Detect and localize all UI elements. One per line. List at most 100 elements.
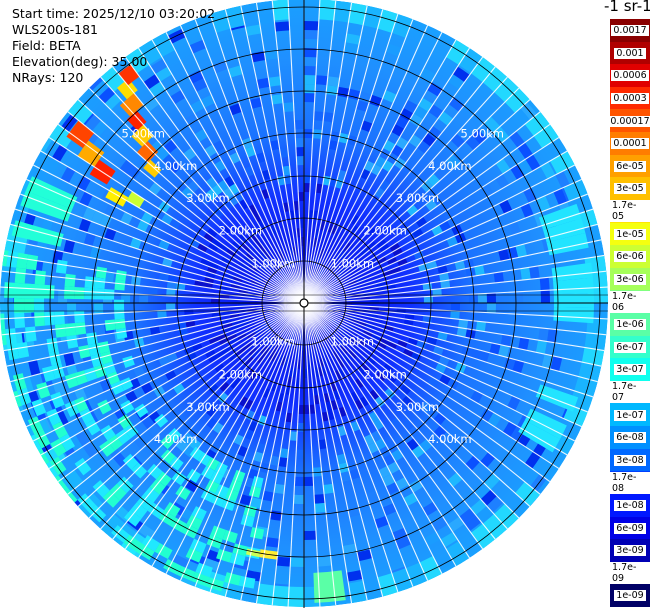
ray-spoke — [303, 5, 368, 304]
range-ring-label: 2.00km — [363, 367, 406, 381]
range-gate — [51, 363, 65, 380]
range-gate — [83, 232, 96, 247]
range-gate — [211, 184, 223, 196]
range-gate — [418, 97, 434, 112]
range-gate — [336, 336, 345, 346]
colorbar: 0.0017 0.001 0.0006 0.0003 0.00017 0.0001 6e-0… — [608, 19, 650, 608]
range-ring-label: 3.00km — [396, 191, 439, 205]
ray-spoke — [6, 302, 305, 367]
ray-spoke — [77, 302, 305, 507]
ray-spoke — [88, 302, 305, 519]
range-gate — [251, 476, 264, 489]
range-gate — [349, 468, 361, 480]
range-gate — [304, 93, 315, 103]
colorbar-cell: 3e-08 — [610, 448, 650, 472]
colorbar-tick-label: 6e-08 — [614, 432, 646, 444]
range-gate — [13, 297, 25, 314]
ray-spoke — [19, 302, 305, 413]
ray-spoke — [303, 66, 496, 304]
range-gate — [214, 362, 225, 373]
range-gate — [217, 333, 228, 341]
range-gate — [246, 331, 257, 339]
range-gate — [269, 224, 278, 235]
ray-spoke — [303, 76, 508, 304]
range-gate — [237, 332, 247, 341]
range-gate — [94, 303, 104, 314]
range-gate — [229, 378, 240, 390]
range-gate — [134, 403, 149, 418]
ray-spoke — [165, 302, 305, 575]
range-gate — [99, 378, 113, 393]
range-gate — [332, 389, 341, 401]
range-gate — [357, 549, 373, 562]
colorbar-tick-label: 6e-05 — [614, 160, 646, 172]
range-gate — [553, 292, 594, 309]
ray-spoke — [303, 302, 594, 398]
ray-spoke — [303, 56, 484, 304]
range-gate — [409, 113, 424, 127]
range-gate — [94, 277, 106, 290]
range-gate — [368, 94, 383, 107]
range-gate — [60, 166, 76, 184]
range-gate — [376, 238, 387, 249]
range-gate — [500, 334, 512, 347]
range-gate — [378, 466, 392, 479]
range-gate — [295, 147, 304, 157]
range-gate — [470, 390, 484, 404]
range-gate — [232, 276, 243, 283]
range-gate — [205, 188, 218, 201]
range-gate — [420, 179, 434, 193]
range-gate — [475, 321, 486, 332]
range-gate — [325, 510, 339, 521]
range-gate — [278, 457, 288, 468]
range-gate — [248, 485, 262, 498]
range-gate — [114, 309, 125, 320]
range-gate — [339, 251, 349, 261]
range-gate — [200, 257, 211, 267]
range-gate — [253, 274, 263, 282]
range-gate — [104, 319, 116, 331]
ray-spoke — [67, 111, 305, 304]
range-gate — [475, 505, 493, 523]
colorbar-tick-label: 3e-09 — [614, 545, 646, 557]
range-gate — [55, 259, 68, 274]
range-gate — [169, 456, 184, 471]
ray-spoke — [303, 302, 541, 495]
range-gate — [228, 103, 242, 116]
range-gate — [34, 312, 45, 327]
ray-spoke — [303, 302, 443, 575]
range-gate — [366, 490, 380, 503]
range-gate — [369, 299, 379, 303]
range-ring-label: 1.00km — [251, 335, 294, 349]
range-gate — [348, 349, 358, 359]
range-gate — [86, 332, 98, 345]
range-gate — [395, 115, 409, 129]
range-gate — [553, 277, 594, 295]
ray-spoke — [124, 56, 305, 304]
range-gate — [239, 262, 249, 270]
range-gate — [84, 114, 102, 132]
range-gate — [258, 13, 275, 25]
range-ring-label: 3.00km — [186, 400, 229, 414]
range-gate — [228, 194, 239, 206]
colorbar-cell: 1e-06 — [610, 313, 650, 337]
range-gate — [288, 586, 304, 607]
range-gate — [200, 94, 215, 108]
range-gate — [389, 242, 401, 252]
range-gate — [279, 326, 287, 335]
range-gate — [317, 268, 324, 278]
range-gate — [413, 105, 429, 120]
range-gate — [114, 299, 125, 310]
range-gate — [390, 266, 402, 275]
ray-spoke — [303, 302, 368, 601]
range-gate — [189, 39, 207, 54]
range-gate — [315, 183, 323, 194]
range-gate — [274, 21, 290, 32]
range-gate — [157, 310, 167, 319]
range-ring-label: 2.00km — [363, 224, 406, 238]
range-gate — [262, 322, 272, 330]
range-ring-label: 1.00km — [251, 256, 294, 270]
range-gate — [143, 486, 160, 503]
range-gate — [143, 96, 160, 112]
range-gate — [356, 100, 369, 112]
